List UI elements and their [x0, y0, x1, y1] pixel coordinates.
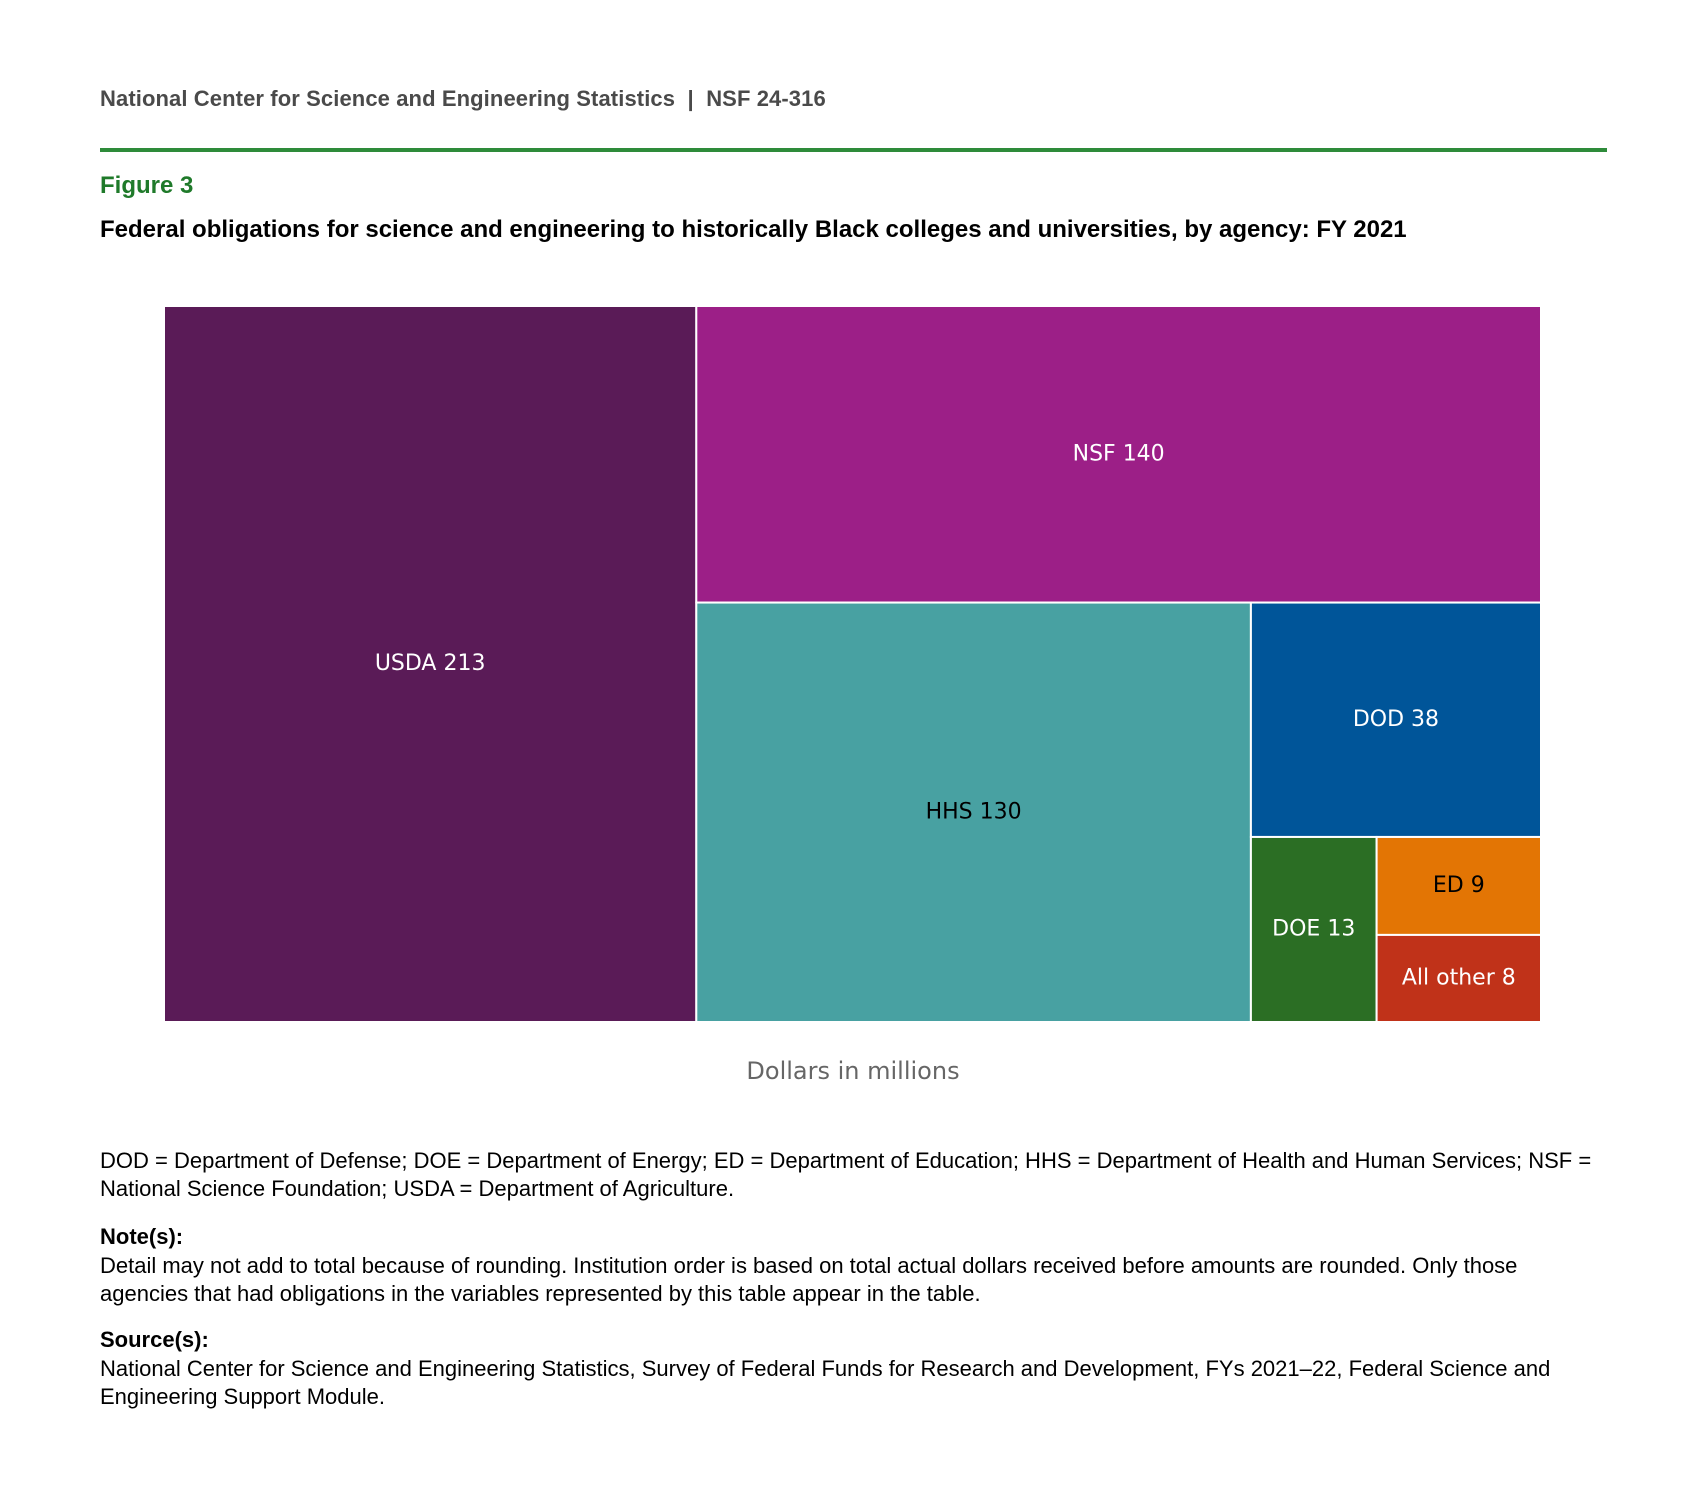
abbreviations: DOD = Department of Defense; DOE = Depar…: [100, 1148, 1592, 1201]
cell-label: USDA 213: [375, 651, 486, 676]
sources-heading: Source(s):: [100, 1327, 209, 1352]
cell-name: ED: [1433, 873, 1464, 898]
cell-value: 213: [443, 651, 485, 676]
treemap-cell: [695, 305, 1542, 604]
cell-name: All other: [1402, 965, 1496, 990]
treemap-cell: [695, 601, 1252, 1023]
cell-name: HHS: [926, 799, 973, 824]
header: National Center for Science and Engineer…: [100, 86, 826, 111]
cell-value: 13: [1327, 916, 1355, 941]
notes-heading: Note(s):: [100, 1224, 184, 1249]
treemap-cell: [1375, 933, 1543, 1024]
cell-label: DOE 13: [1272, 916, 1355, 941]
cell-name: DOD: [1353, 707, 1404, 732]
treemap-cell: [1249, 601, 1542, 838]
treemap-cell: [1375, 835, 1543, 936]
notes-text: Detail may not add to total because of r…: [100, 1253, 1518, 1306]
cell-value: 130: [980, 799, 1022, 824]
cell-value: 8: [1502, 965, 1516, 990]
header-rule: [100, 148, 1607, 152]
x-axis-label: Dollars in millions: [746, 1057, 959, 1085]
cell-label: DOD 38: [1353, 707, 1439, 732]
chart-title: Federal obligations for science and engi…: [100, 216, 1407, 243]
sources-text: National Center for Science and Engineer…: [100, 1356, 1551, 1409]
cell-label: All other 8: [1402, 965, 1516, 990]
cell-name: DOE: [1272, 916, 1320, 941]
cell-value: 38: [1411, 707, 1439, 732]
cell-label: HHS 130: [926, 799, 1022, 824]
figure-label: Figure 3: [100, 172, 194, 199]
cell-value: 140: [1123, 441, 1165, 466]
treemap-cell: [1249, 835, 1378, 1023]
treemap-cell: [163, 305, 698, 1023]
cell-name: USDA: [375, 651, 437, 676]
cell-name: NSF: [1073, 441, 1116, 466]
cell-label: NSF 140: [1073, 441, 1165, 466]
cell-label: ED 9: [1433, 873, 1485, 898]
cell-value: 9: [1471, 873, 1485, 898]
